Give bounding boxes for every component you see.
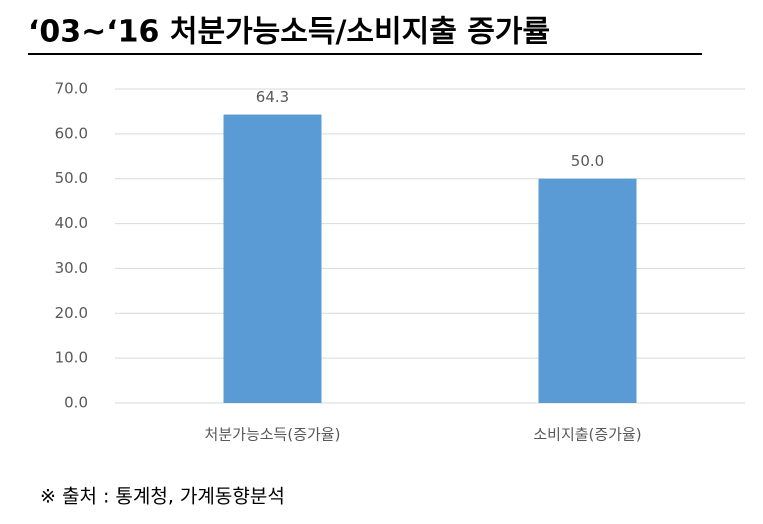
bar (223, 114, 322, 403)
y-tick-label: 40.0 (55, 214, 88, 232)
x-tick-label: 처분가능소득(증가율) (205, 426, 341, 444)
source-note: ※ 출처 : 통계청, 가계동향분석 (40, 486, 285, 508)
y-tick-label: 50.0 (55, 169, 88, 187)
data-label: 50.0 (571, 152, 604, 170)
y-tick-label: 70.0 (55, 80, 88, 98)
chart-title: ‘03~‘16 처분가능소득/소비지출 증가률 (28, 15, 550, 50)
y-tick-label: 0.0 (64, 394, 88, 412)
bar (538, 178, 637, 403)
data-label: 64.3 (256, 88, 289, 106)
y-tick-label: 10.0 (55, 349, 88, 367)
y-tick-label: 30.0 (55, 259, 88, 277)
y-tick-label: 60.0 (55, 124, 88, 142)
y-tick-label: 20.0 (55, 304, 88, 322)
x-tick-label: 소비지출(증가율) (533, 426, 641, 444)
